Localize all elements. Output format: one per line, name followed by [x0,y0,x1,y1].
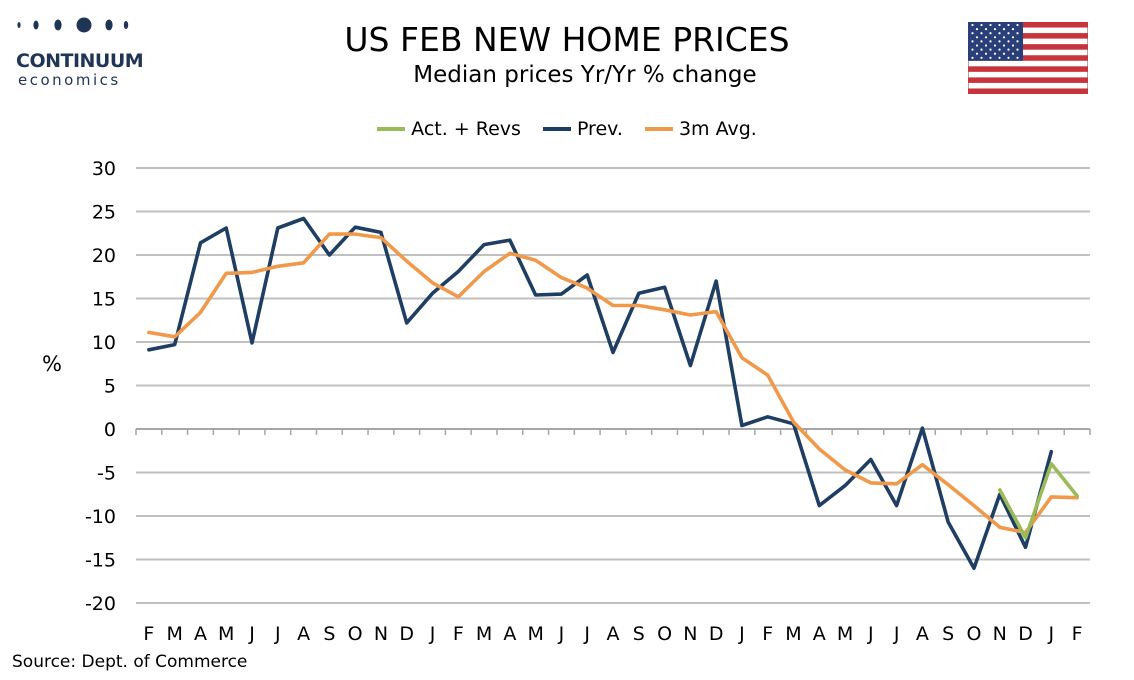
y-tick-label: 15 [92,289,116,311]
legend-item-prev: Prev. [542,118,623,140]
x-tick-label: O [348,623,363,645]
x-tick-label: J [1048,623,1055,645]
legend-label-prev: Prev. [576,118,623,140]
x-tick-label: J [893,623,900,645]
us-flag-icon [968,22,1088,94]
x-tick-label: D [709,623,724,645]
x-tick-label: J [274,623,281,645]
y-tick-label: 0 [104,419,116,441]
x-tick-label: J [558,623,565,645]
y-tick-label: 20 [92,245,116,267]
x-tick-label: O [966,623,981,645]
y-tick-label: -10 [85,506,116,528]
x-tick-label: N [683,623,697,645]
x-tick-label: F [762,623,773,645]
legend-item-act: Act. + Revs [377,118,521,140]
x-tick-label: N [374,623,388,645]
x-tick-label: J [738,623,745,645]
x-tick-label: M [218,623,234,645]
x-tick-label: A [503,623,516,645]
chart-title: US FEB NEW HOME PRICES [344,20,790,59]
y-tick-label: -20 [85,593,116,615]
x-tick-label: F [143,623,154,645]
series-line-act-revs [998,462,1079,540]
series-line-3m-avg [147,232,1079,535]
logo-subtitle: economics [18,71,121,89]
y-tick-label: 30 [92,158,116,180]
x-tick-label: J [248,623,255,645]
legend-swatch-avg [644,127,673,131]
x-tick-label: A [813,623,826,645]
x-tick-label: S [633,623,645,645]
x-tick-label: S [323,623,335,645]
y-tick-label: 25 [92,202,116,224]
x-tick-label: A [916,623,929,645]
x-tick-label: J [583,623,590,645]
x-tick-label: M [527,623,543,645]
x-tick-label: O [657,623,672,645]
chart-subtitle: Median prices Yr/Yr % change [413,62,757,88]
y-tick-label: 5 [104,376,116,398]
x-tick-label: M [166,623,182,645]
legend-swatch-act [377,127,406,131]
x-tick-label: F [453,623,464,645]
logo-name: CONTINUUM [16,50,144,72]
legend-label-act: Act. + Revs [411,118,521,140]
legend-swatch-prev [542,127,571,131]
y-axis-label: % [42,352,62,376]
y-tick-label: -15 [85,550,116,572]
company-logo: CONTINUUM economics [14,14,144,89]
y-tick-label: 10 [92,332,116,354]
x-tick-label: J [429,623,436,645]
chart-legend: Act. + Revs Prev. 3m Avg. [0,118,1134,140]
x-tick-label: D [399,623,414,645]
x-tick-label: A [607,623,620,645]
x-tick-label: S [942,623,954,645]
legend-item-avg: 3m Avg. [644,118,757,140]
logo-dots-icon [17,17,129,33]
y-tick-label: -5 [97,463,116,485]
x-tick-label: N [993,623,1007,645]
x-tick-label: F [1072,623,1083,645]
x-tick-label: D [1018,623,1033,645]
series-line-prev [147,216,1054,570]
x-tick-label: A [194,623,207,645]
x-tick-label: M [476,623,492,645]
x-tick-label: A [297,623,310,645]
x-tick-label: M [785,623,801,645]
x-tick-label: M [837,623,853,645]
legend-label-avg: 3m Avg. [678,118,757,140]
source-note: Source: Dept. of Commerce [12,652,248,672]
x-tick-label: J [867,623,874,645]
